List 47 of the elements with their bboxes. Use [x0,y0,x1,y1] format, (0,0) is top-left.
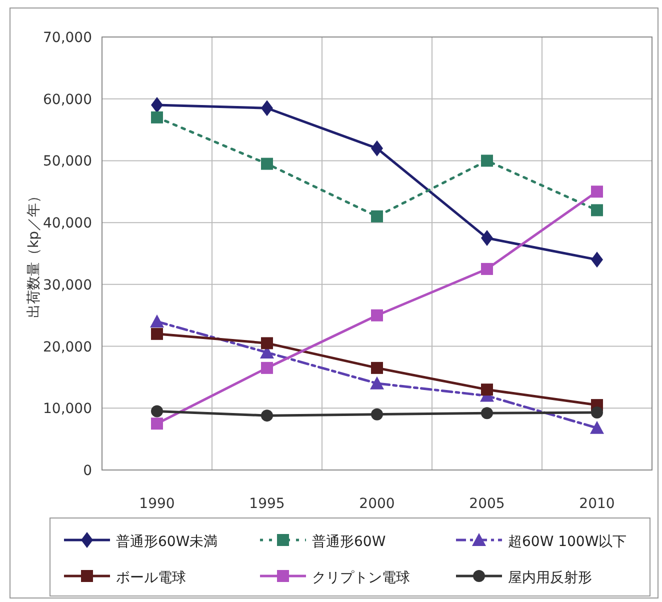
point [151,328,163,340]
x-tick-label: 2000 [359,496,395,512]
point [261,337,273,350]
point [591,252,603,268]
point [261,362,273,374]
y-tick-label: 10,000 [43,401,92,418]
x-tick-label: 1995 [249,496,285,512]
point [481,230,493,246]
legend-label: 超60W 100W以下 [508,534,627,550]
y-axis-title: 出荷数量（kp／年） [26,189,42,318]
point [150,314,164,328]
x-tick-label: 2005 [469,496,505,512]
y-tick-label: 70,000 [43,30,92,46]
point [590,420,604,434]
legend-label: ボール電球 [116,570,186,586]
point [481,154,493,167]
x-tick-label: 2010 [579,496,615,512]
y-tick-label: 40,000 [43,216,92,232]
point [151,97,163,114]
point [591,186,603,198]
point [261,100,273,116]
point [151,111,163,124]
point [371,362,383,374]
x-tick-label: 1990 [139,496,175,512]
point [151,418,163,430]
legend-label: 普通形60W未満 [116,533,218,550]
point [481,407,493,420]
y-tick-label: 0 [83,463,92,479]
point [371,210,383,222]
point [481,262,493,275]
legend-label: 普通形60W [312,533,386,550]
legend-label: 屋内用反射形 [508,570,592,586]
legend-label: クリプトン電球 [312,570,410,586]
point [481,384,493,396]
point [371,140,383,156]
point [261,410,273,422]
point [151,405,163,418]
y-tick-label: 60,000 [43,92,92,108]
point [371,309,383,322]
point [370,376,384,390]
point [261,158,273,170]
point [591,406,603,418]
y-tick-label: 30,000 [43,277,92,294]
point [591,204,603,216]
point [371,408,383,420]
y-tick-label: 20,000 [43,339,92,356]
y-tick-label: 50,000 [43,154,92,170]
